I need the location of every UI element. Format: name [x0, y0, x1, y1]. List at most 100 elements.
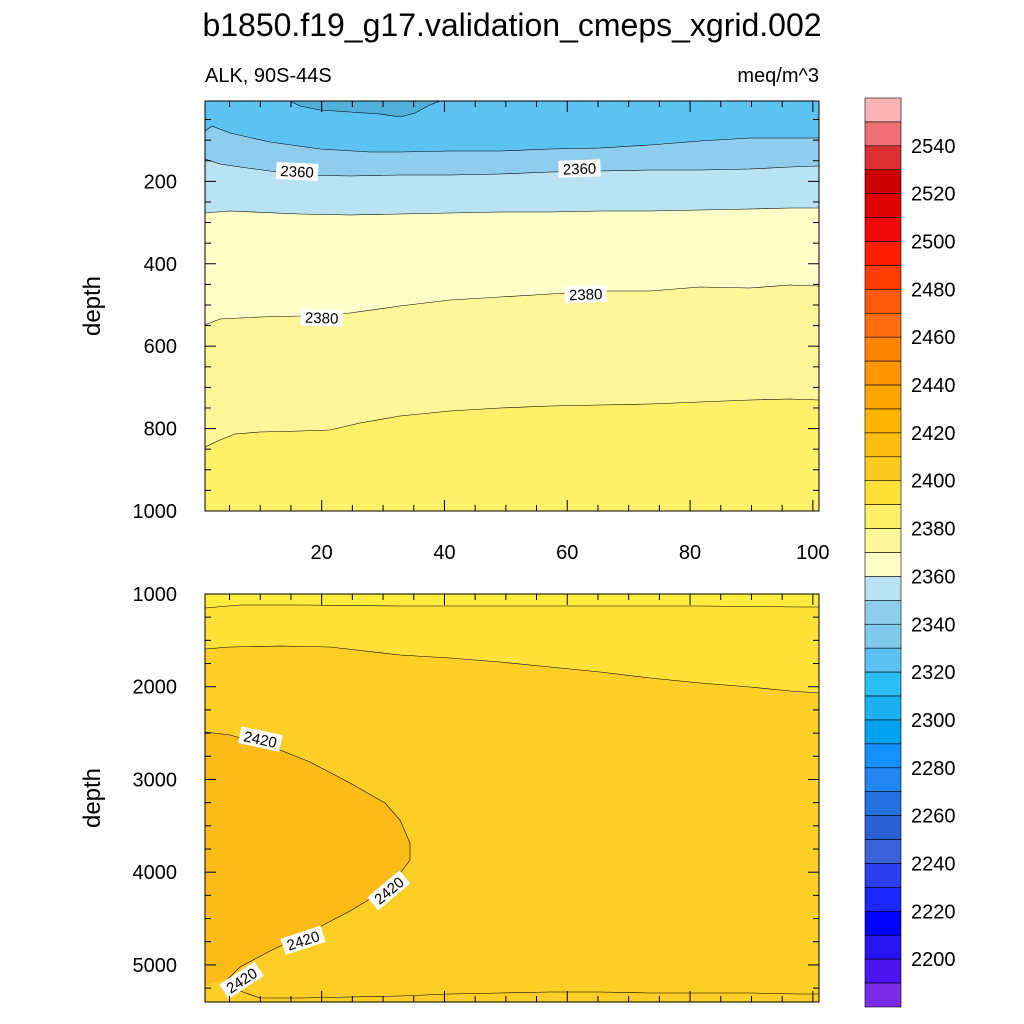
colorbar-label: 2220	[911, 901, 956, 923]
lower-fill-2390	[205, 594, 819, 608]
upper-contour-labels: 2360 2360 2380 2380	[275, 159, 607, 328]
colorbar-box	[864, 743, 902, 769]
colorbar-label: 2320	[911, 662, 956, 684]
lower-y-tick-label: 2000	[133, 677, 178, 699]
upper-fill-layer	[205, 101, 819, 511]
colorbar-box	[864, 911, 902, 936]
colorbar-label: 2480	[911, 279, 956, 301]
colorbar-label: 2300	[911, 710, 956, 732]
colorbar-box	[864, 121, 902, 147]
lower-contour-label: 2420	[238, 726, 283, 752]
upper-subtitle-right: meq/m^3	[737, 65, 819, 87]
colorbar-box	[864, 336, 902, 362]
lower-contour-label-text: 2420	[242, 728, 278, 752]
colorbar-box	[864, 791, 902, 816]
chart-title: b1850.f19_g17.validation_cmeps_xgrid.002	[202, 7, 821, 43]
colorbar-label: 2440	[911, 375, 956, 397]
colorbar-box	[864, 982, 902, 1008]
colorbar-box	[864, 719, 902, 745]
upper-x-tick-label: 60	[556, 542, 578, 564]
lower-fill-2420	[205, 732, 819, 1002]
colorbar-label: 2200	[911, 949, 956, 971]
upper-y-tick-label: 400	[144, 254, 177, 276]
colorbar-box	[864, 265, 902, 290]
lower-y-tick-label: 4000	[133, 862, 178, 884]
upper-contour-label-text: 2360	[280, 163, 314, 182]
colorbar-box	[864, 408, 902, 434]
colorbar-box	[864, 169, 902, 194]
colorbar-box	[864, 217, 902, 242]
upper-contour-label: 2360	[275, 161, 319, 182]
colorbar-box	[864, 576, 902, 601]
colorbar-box	[864, 456, 902, 482]
lower-axis-ticks: 1000 2000 3000 4000 5000	[133, 584, 819, 1002]
colorbar-box	[864, 671, 902, 697]
upper-y-tick-label: 800	[144, 419, 177, 441]
colorbar-label: 2280	[911, 758, 956, 780]
colorbar-box	[864, 432, 902, 458]
upper-y-tick-label: 200	[144, 171, 177, 193]
colorbar-box	[864, 623, 902, 649]
lower-y-tick-label: 3000	[133, 769, 178, 791]
upper-fill-2340	[205, 101, 819, 152]
upper-x-tick-label: 80	[679, 542, 701, 564]
colorbar-box	[864, 241, 902, 266]
colorbar-box	[864, 384, 902, 410]
upper-plot-frame	[204, 100, 820, 512]
colorbar-box	[864, 863, 902, 888]
colorbar-box	[864, 934, 902, 960]
colorbar-box	[864, 767, 902, 793]
lower-y-tick-label: 5000	[133, 955, 178, 977]
upper-y-tick-label: 1000	[133, 501, 178, 523]
colorbar-label: 2400	[911, 471, 956, 493]
colorbar-label: 2500	[911, 232, 956, 254]
lower-y-tick-label: 1000	[133, 584, 178, 606]
colorbar-label: 2420	[911, 423, 956, 445]
colorbar-label: 2520	[911, 184, 956, 206]
lower-fill-2400	[205, 594, 819, 693]
colorbar-box	[864, 839, 902, 864]
lower-plot-frame	[204, 593, 820, 1003]
colorbar-box	[864, 815, 902, 840]
colorbar-box	[864, 528, 902, 553]
upper-y-axis-title: depth	[79, 276, 106, 336]
lower-fill-2410-pocket	[205, 979, 819, 1002]
upper-x-tick-label: 40	[433, 542, 455, 564]
colorbar-box	[864, 695, 902, 721]
colorbar-label: 2260	[911, 806, 956, 828]
upper-contour-lines	[205, 101, 819, 448]
upper-contour-label: 2360	[558, 159, 601, 179]
colorbar-label: 2360	[911, 566, 956, 588]
colorbar-box	[864, 97, 902, 123]
colorbar: 2540 2520 2500 2480 2460 2440 2420 2400 2380 2360…	[864, 97, 956, 1008]
colorbar-label: 2460	[911, 327, 956, 349]
colorbar-label: 2540	[911, 136, 956, 158]
colorbar-box	[864, 312, 902, 338]
upper-y-tick-label: 600	[144, 336, 177, 358]
colorbar-box	[864, 600, 902, 625]
colorbar-label: 2340	[911, 614, 956, 636]
colorbar-box	[864, 504, 902, 529]
upper-contour-label-text: 2360	[563, 160, 597, 178]
colorbar-box	[864, 480, 902, 505]
colorbar-box	[864, 145, 902, 171]
colorbar-box	[864, 887, 902, 912]
colorbar-box	[864, 552, 902, 577]
lower-y-axis-title: depth	[79, 768, 106, 828]
upper-contour-label: 2380	[300, 308, 343, 328]
upper-x-tick-label: 100	[796, 542, 829, 564]
colorbar-label: 2380	[911, 519, 956, 541]
upper-contour-label: 2380	[564, 284, 607, 304]
colorbar-label: 2240	[911, 853, 956, 875]
upper-panel: ALK, 90S-44S meq/m^3 2360 2360 2380 2380 20…	[79, 65, 830, 564]
colorbar-box	[864, 647, 902, 673]
upper-contour-label-text: 2380	[305, 310, 339, 328]
upper-axis-ticks: 200 400 600 800 1000 20 40 60 80 100	[133, 101, 830, 564]
colorbar-box	[864, 193, 902, 218]
upper-fill-2330	[290, 101, 440, 117]
upper-x-tick-label: 20	[311, 542, 333, 564]
upper-subtitle-left: ALK, 90S-44S	[205, 65, 332, 87]
colorbar-box	[864, 958, 902, 984]
